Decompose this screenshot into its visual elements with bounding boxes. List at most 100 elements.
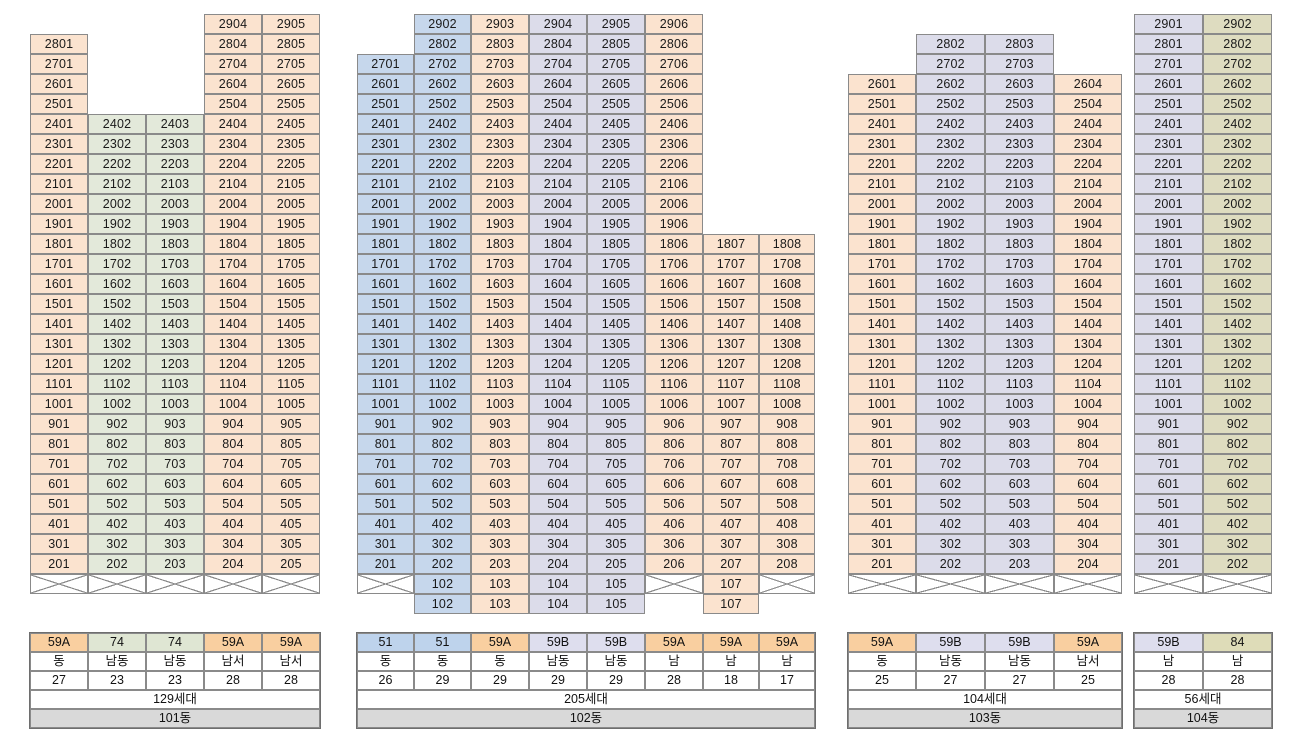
unit-cell[interactable]: 1507 xyxy=(703,294,759,314)
unit-cell[interactable]: 303 xyxy=(985,534,1054,554)
unit-cell[interactable]: 105 xyxy=(587,594,645,614)
unit-cell[interactable]: 2302 xyxy=(1203,134,1272,154)
unit-cell[interactable]: 701 xyxy=(30,454,88,474)
unit-cell[interactable]: 605 xyxy=(587,474,645,494)
unit-cell[interactable]: 2601 xyxy=(1134,74,1203,94)
unit-cell[interactable]: 1001 xyxy=(1134,394,1203,414)
unit-cell[interactable]: 401 xyxy=(357,514,414,534)
unit-cell[interactable]: 607 xyxy=(703,474,759,494)
unit-cell[interactable]: 606 xyxy=(645,474,703,494)
unit-cell[interactable]: 1008 xyxy=(759,394,815,414)
unit-cell[interactable]: 2303 xyxy=(471,134,529,154)
unit-cell[interactable]: 2305 xyxy=(262,134,320,154)
unit-cell[interactable]: 107 xyxy=(703,574,759,594)
unit-cell[interactable]: 1805 xyxy=(587,234,645,254)
unit-cell[interactable]: 2104 xyxy=(204,174,262,194)
unit-cell[interactable]: 2301 xyxy=(30,134,88,154)
unit-cell[interactable]: 2502 xyxy=(414,94,471,114)
unit-cell[interactable]: 1106 xyxy=(645,374,703,394)
unit-cell[interactable]: 2401 xyxy=(848,114,916,134)
unit-cell[interactable]: 2402 xyxy=(1203,114,1272,134)
unit-cell[interactable]: 1202 xyxy=(414,354,471,374)
unit-cell[interactable]: 703 xyxy=(146,454,204,474)
unit-cell[interactable]: 408 xyxy=(759,514,815,534)
unit-cell[interactable]: 405 xyxy=(587,514,645,534)
unit-cell[interactable]: 1301 xyxy=(848,334,916,354)
unit-cell[interactable]: 704 xyxy=(204,454,262,474)
unit-cell[interactable]: 2602 xyxy=(1203,74,1272,94)
building-name-label[interactable]: 101동 xyxy=(30,709,320,728)
unit-cell[interactable]: 102 xyxy=(414,594,471,614)
unit-cell[interactable]: 507 xyxy=(703,494,759,514)
unit-cell[interactable]: 1104 xyxy=(1054,374,1122,394)
unit-cell[interactable]: 1508 xyxy=(759,294,815,314)
unit-cell[interactable]: 503 xyxy=(146,494,204,514)
unit-cell[interactable]: 303 xyxy=(471,534,529,554)
unit-cell[interactable]: 1502 xyxy=(916,294,985,314)
unit-cell[interactable]: 2003 xyxy=(985,194,1054,214)
unit-cell[interactable]: 1102 xyxy=(88,374,146,394)
unit-cell[interactable]: 1704 xyxy=(529,254,587,274)
unit-cell[interactable]: 2702 xyxy=(916,54,985,74)
unit-cell[interactable]: 1302 xyxy=(1203,334,1272,354)
unit-cell[interactable]: 2803 xyxy=(985,34,1054,54)
unit-cell[interactable]: 104 xyxy=(529,594,587,614)
unit-cell[interactable]: 1601 xyxy=(1134,274,1203,294)
unit-cell[interactable]: 1002 xyxy=(88,394,146,414)
unit-cell[interactable]: 1201 xyxy=(1134,354,1203,374)
unit-cell[interactable]: 2502 xyxy=(916,94,985,114)
unit-cell[interactable]: 403 xyxy=(146,514,204,534)
unit-cell[interactable]: 2201 xyxy=(1134,154,1203,174)
unit-cell[interactable]: 2003 xyxy=(471,194,529,214)
unit-cell[interactable]: 1905 xyxy=(262,214,320,234)
unit-cell[interactable]: 502 xyxy=(88,494,146,514)
unit-cell[interactable]: 401 xyxy=(1134,514,1203,534)
unit-cell[interactable]: 1804 xyxy=(1054,234,1122,254)
unit-cell[interactable]: 2202 xyxy=(88,154,146,174)
unit-cell[interactable]: 304 xyxy=(529,534,587,554)
unit-cell[interactable]: 406 xyxy=(645,514,703,534)
unit-cell[interactable]: 2304 xyxy=(1054,134,1122,154)
unit-cell[interactable]: 803 xyxy=(471,434,529,454)
unit-cell[interactable]: 502 xyxy=(916,494,985,514)
unit-cell[interactable]: 508 xyxy=(759,494,815,514)
unit-cell[interactable]: 702 xyxy=(1203,454,1272,474)
unit-cell[interactable]: 505 xyxy=(262,494,320,514)
unit-cell[interactable]: 1802 xyxy=(414,234,471,254)
unit-cell[interactable]: 1404 xyxy=(1054,314,1122,334)
unit-cell[interactable]: 2005 xyxy=(587,194,645,214)
unit-cell[interactable]: 1003 xyxy=(985,394,1054,414)
unit-cell[interactable]: 2202 xyxy=(1203,154,1272,174)
unit-cell[interactable]: 1901 xyxy=(848,214,916,234)
unit-cell[interactable]: 1204 xyxy=(1054,354,1122,374)
unit-cell[interactable]: 901 xyxy=(1134,414,1203,434)
unit-cell[interactable]: 503 xyxy=(471,494,529,514)
unit-cell[interactable]: 802 xyxy=(414,434,471,454)
unit-cell[interactable]: 1802 xyxy=(1203,234,1272,254)
unit-cell[interactable]: 1002 xyxy=(1203,394,1272,414)
building-name-label[interactable]: 104동 xyxy=(1134,709,1272,728)
unit-cell[interactable]: 402 xyxy=(414,514,471,534)
unit-cell[interactable]: 801 xyxy=(30,434,88,454)
unit-cell[interactable]: 2902 xyxy=(1203,14,1272,34)
unit-cell[interactable]: 1404 xyxy=(204,314,262,334)
unit-cell[interactable]: 2601 xyxy=(30,74,88,94)
unit-cell[interactable]: 2804 xyxy=(529,34,587,54)
unit-cell[interactable]: 1902 xyxy=(88,214,146,234)
unit-cell[interactable]: 1107 xyxy=(703,374,759,394)
unit-cell[interactable]: 2302 xyxy=(414,134,471,154)
unit-cell[interactable]: 2105 xyxy=(262,174,320,194)
unit-cell[interactable]: 404 xyxy=(204,514,262,534)
unit-cell[interactable]: 1901 xyxy=(357,214,414,234)
unit-cell[interactable]: 1501 xyxy=(1134,294,1203,314)
unit-cell[interactable]: 401 xyxy=(30,514,88,534)
unit-cell[interactable]: 2406 xyxy=(645,114,703,134)
unit-cell[interactable]: 301 xyxy=(30,534,88,554)
unit-cell[interactable]: 1203 xyxy=(985,354,1054,374)
unit-cell[interactable]: 1308 xyxy=(759,334,815,354)
unit-cell[interactable]: 1306 xyxy=(645,334,703,354)
unit-cell[interactable]: 1402 xyxy=(414,314,471,334)
unit-cell[interactable]: 704 xyxy=(1054,454,1122,474)
unit-cell[interactable]: 603 xyxy=(146,474,204,494)
unit-cell[interactable]: 1102 xyxy=(1203,374,1272,394)
